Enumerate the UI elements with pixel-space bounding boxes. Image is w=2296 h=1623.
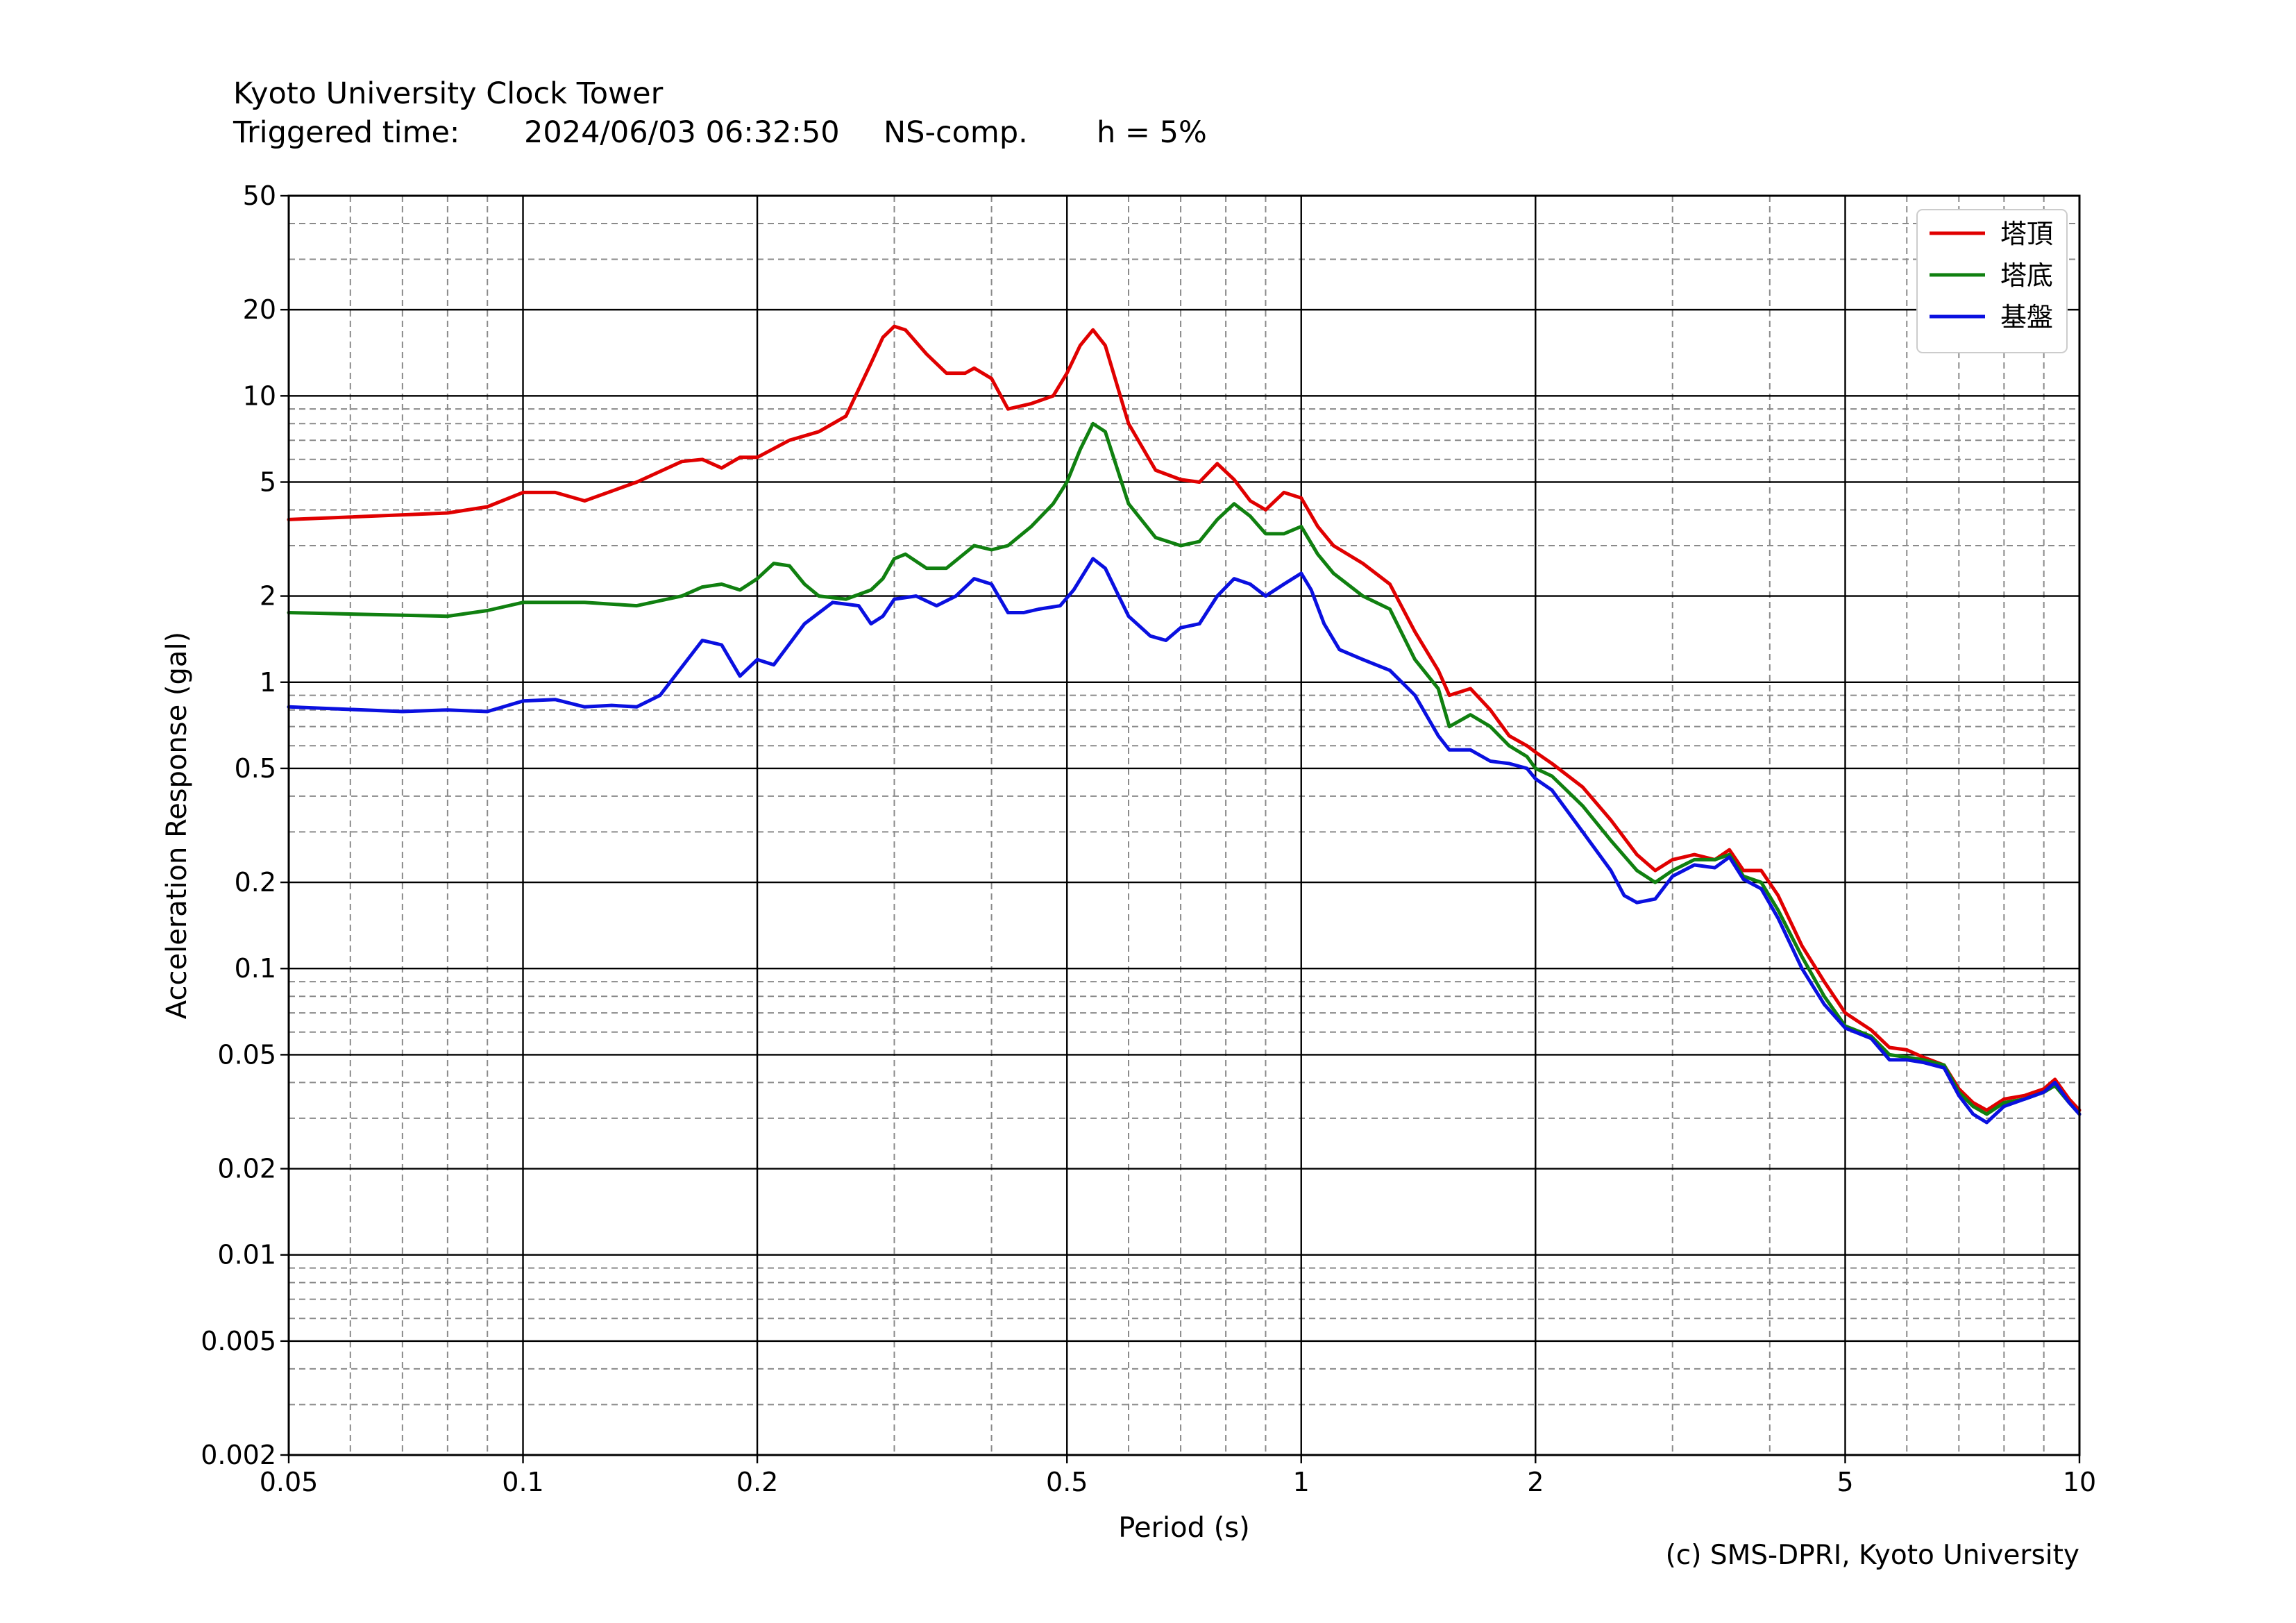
x-tick-label: 0.1 bbox=[502, 1467, 543, 1497]
minor-grid bbox=[289, 196, 2079, 1455]
credit-text: (c) SMS-DPRI, Kyoto University bbox=[1665, 1540, 2079, 1571]
damping-label: h = 5% bbox=[1097, 115, 1207, 150]
series-line-1 bbox=[287, 324, 2082, 1112]
x-axis-label: Period (s) bbox=[1118, 1512, 1250, 1544]
y-tick-label: 0.5 bbox=[235, 753, 276, 784]
x-tick-label: 0.05 bbox=[260, 1467, 319, 1497]
y-axis-label: Acceleration Response (gal) bbox=[161, 632, 193, 1019]
y-tick-label: 50 bbox=[243, 180, 276, 211]
legend-label: 塔頂 bbox=[2000, 219, 2053, 249]
x-tick-label: 2 bbox=[1527, 1467, 1544, 1497]
y-tick-label: 1 bbox=[260, 667, 276, 698]
series-layer bbox=[287, 324, 2082, 1125]
legend-label: 塔底 bbox=[2000, 260, 2053, 291]
x-tick-label: 10 bbox=[2063, 1467, 2096, 1497]
x-tick-label: 0.2 bbox=[736, 1467, 778, 1497]
major-grid bbox=[289, 196, 2079, 1455]
y-tick-label: 5 bbox=[260, 466, 276, 497]
series-line-3 bbox=[287, 557, 2082, 1125]
component-label: NS-comp. bbox=[884, 115, 1028, 150]
x-tick-label: 1 bbox=[1293, 1467, 1310, 1497]
y-tick-label: 0.1 bbox=[235, 953, 276, 984]
legend-label: 基盤 bbox=[2000, 302, 2053, 333]
y-tick-label: 0.01 bbox=[217, 1240, 276, 1270]
trigger-time: 2024/06/03 06:32:50 bbox=[524, 115, 840, 150]
x-tick-label: 5 bbox=[1837, 1467, 1853, 1497]
x-axis-ticks: 0.05 0.1 0.2 0.5 1 2 5 10 bbox=[260, 1455, 2096, 1497]
y-tick-label: 2 bbox=[260, 581, 276, 612]
y-tick-label: 0.002 bbox=[201, 1440, 276, 1470]
y-tick-label: 20 bbox=[243, 294, 276, 325]
y-tick-label: 0.05 bbox=[217, 1039, 276, 1070]
trigger-label: Triggered time: bbox=[233, 115, 460, 150]
plot-frame bbox=[287, 194, 2081, 1456]
y-axis-ticks: 0.002 0.005 0.01 0.02 0.05 0.1 0.2 0.5 1 2 5 10 20 50 bbox=[201, 180, 289, 1470]
x-tick-label: 0.5 bbox=[1046, 1467, 1088, 1497]
y-tick-label: 0.005 bbox=[201, 1326, 276, 1356]
y-tick-label: 10 bbox=[243, 380, 276, 411]
series-line-2 bbox=[287, 421, 2082, 1116]
y-tick-label: 0.2 bbox=[235, 867, 276, 898]
y-tick-label: 0.02 bbox=[217, 1154, 276, 1184]
chart-title: Kyoto University Clock Tower bbox=[233, 76, 664, 111]
